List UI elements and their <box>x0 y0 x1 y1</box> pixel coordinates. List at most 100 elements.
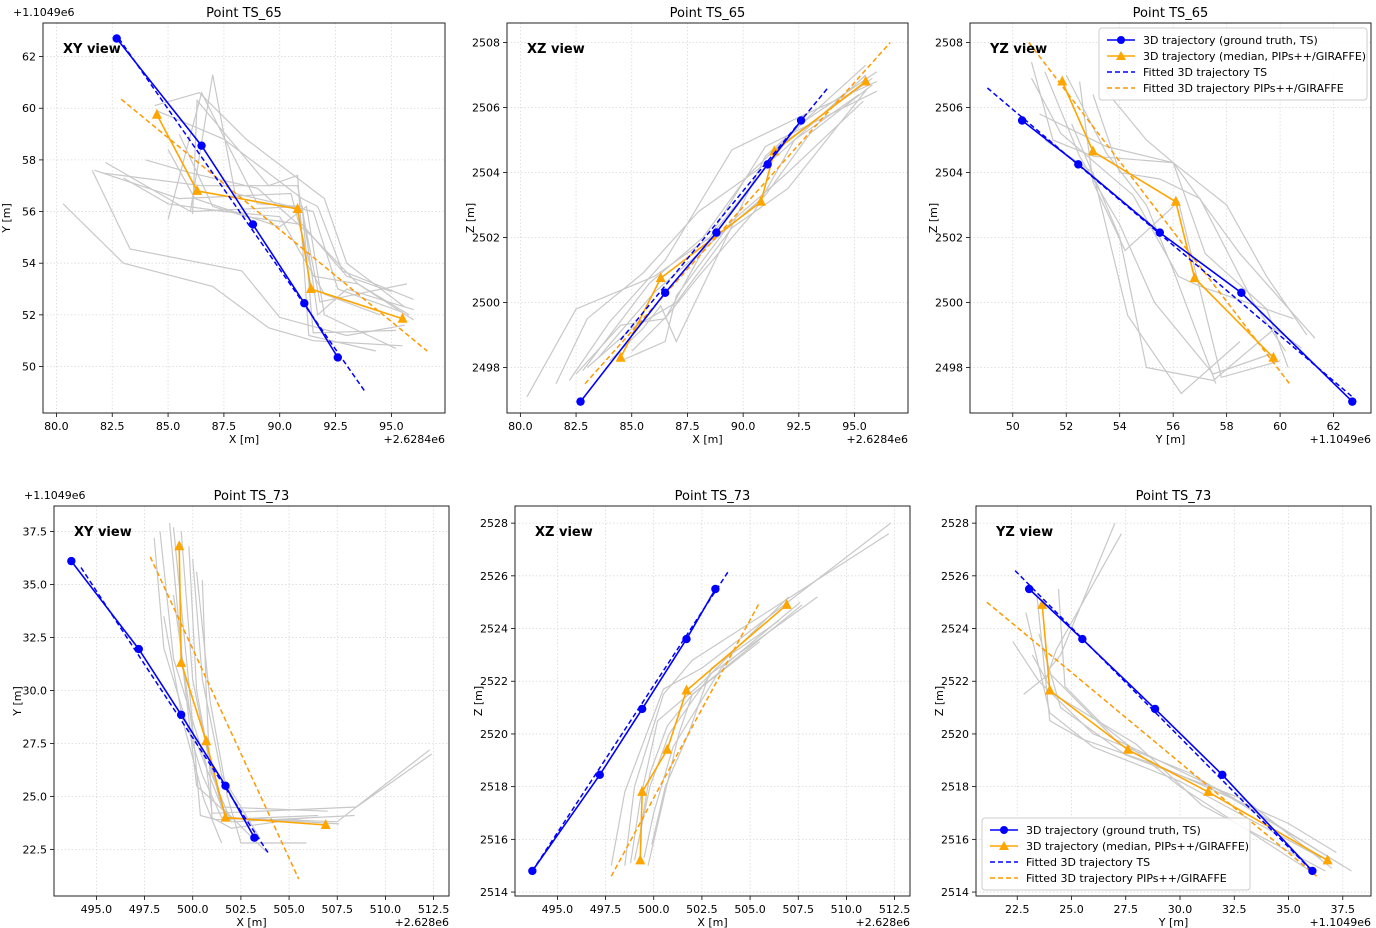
fitted-ts-line <box>80 567 269 853</box>
ground-truth-point-marker <box>1078 634 1087 644</box>
median-point-marker <box>635 854 646 865</box>
median-point-marker <box>192 184 203 195</box>
sample-trajectory-line <box>153 537 431 823</box>
x-tick-label: 95.0 <box>842 420 867 433</box>
legend-label: 3D trajectory (ground truth, TS) <box>1026 824 1201 837</box>
view-label: YZ view <box>989 42 1047 57</box>
x-tick-label: 60 <box>1273 420 1287 433</box>
x-tick-label: 505.0 <box>734 903 766 916</box>
sample-trajectory-line <box>196 571 307 844</box>
view-label: XY view <box>74 525 132 540</box>
median-point-marker <box>781 598 792 609</box>
x-offset-label: +2.6284e6 <box>384 433 445 446</box>
y-tick-label: 2522 <box>480 675 508 688</box>
median-point-marker <box>306 283 316 294</box>
legend-box <box>981 817 1251 891</box>
median-point-marker <box>1203 785 1214 796</box>
x-tick-label: 87.5 <box>212 420 237 433</box>
ground-truth-point-marker <box>763 160 772 169</box>
sample-trajectory-line <box>555 74 867 384</box>
ground-truth-point-marker <box>221 781 230 790</box>
ground-truth-point-marker <box>67 556 76 566</box>
y-offset-label: +1.1049e6 <box>13 6 74 19</box>
y-tick-label: 2514 <box>480 886 508 899</box>
sample-trajectory-line <box>633 596 818 861</box>
x-tick-label: 505.0 <box>273 903 305 916</box>
sample-trajectory-line <box>651 620 780 845</box>
legend-circle-marker <box>1000 826 1008 834</box>
median-point-marker <box>201 735 212 746</box>
x-tick-label: 90.0 <box>731 420 756 433</box>
y-tick-label: 22.5 <box>23 843 48 856</box>
ground-truth-point-marker <box>248 220 258 229</box>
sample-trajectory-line <box>1057 588 1311 872</box>
view-label: XY view <box>63 42 121 57</box>
ground-truth-point-marker <box>712 228 721 237</box>
ground-truth-point-marker <box>711 584 720 594</box>
sample-trajectory-line <box>1044 533 1122 682</box>
x-tick-label: 82.5 <box>564 420 589 433</box>
median-point-marker <box>755 195 766 206</box>
y-tick-label: 52 <box>22 309 36 322</box>
y-offset-label: +1.1049e6 <box>24 489 85 502</box>
y-tick-label: 2516 <box>941 833 969 846</box>
sample-trajectory-line <box>624 533 890 866</box>
y-tick-label: 2498 <box>935 362 963 375</box>
ground-truth-point-marker <box>134 644 143 654</box>
subplot-2: 80.0 82.5 85.0 87.5 90.0 92.5 95.0 2498 2500 2502… <box>464 6 909 446</box>
x-tick-label: 80.0 <box>508 420 533 433</box>
median-point-marker <box>662 743 673 754</box>
y-axis-label: Z [m] <box>472 686 485 716</box>
x-axis-label: Y [m] <box>1158 916 1189 928</box>
ground-truth-point-marker <box>1348 397 1357 406</box>
legend-triangle-marker <box>1116 51 1126 60</box>
x-tick-label: 507.5 <box>782 903 814 916</box>
x-tick-label: 497.5 <box>590 903 622 916</box>
y-tick-label: 2504 <box>935 167 963 180</box>
y-tick-label: 2526 <box>941 570 969 583</box>
x-tick-label: 58 <box>1220 420 1234 433</box>
ground-truth-point-marker <box>112 34 121 43</box>
y-axis-label: Y [m] <box>0 203 13 234</box>
legend: 3D trajectory (ground truth, TS) 3D traje… <box>1098 27 1368 101</box>
fitted-ts-line <box>620 87 829 341</box>
ground-truth-point-marker <box>1218 770 1227 779</box>
y-tick-label: 2516 <box>480 833 508 846</box>
median-trajectory-line <box>639 604 788 861</box>
axes-frame <box>969 22 1372 414</box>
y-axis-label: Z [m] <box>933 686 946 716</box>
sample-trajectory-line <box>156 110 414 300</box>
sample-trajectory-line <box>1044 71 1270 375</box>
y-tick-label: 62 <box>22 51 36 64</box>
sample-trajectory-line <box>101 172 408 303</box>
median-point-marker <box>681 684 692 695</box>
x-tick-label: 35.0 <box>1276 903 1301 916</box>
subplot-1: 80.0 82.5 85.0 87.5 90.0 92.5 95.0 50 52 54 56 58 60… <box>0 6 446 446</box>
sample-trajectory-line <box>169 522 340 825</box>
sample-trajectory-line <box>192 98 376 352</box>
y-tick-label: 56 <box>22 206 36 219</box>
sample-trajectory-line <box>620 100 864 362</box>
y-tick-label: 2500 <box>935 297 963 310</box>
median-point-marker <box>1170 195 1181 206</box>
plot-area <box>986 42 1357 406</box>
median-point-marker <box>1322 854 1333 865</box>
sample-trajectory-line <box>609 64 867 362</box>
sample-trajectory-line <box>637 641 761 845</box>
legend-label: 3D trajectory (ground truth, TS) <box>1143 34 1318 47</box>
legend-label: Fitted 3D trajectory PIPs++/GIRAFFE <box>1143 82 1344 95</box>
sample-trajectory-line <box>1036 594 1337 854</box>
sample-trajectory-line <box>167 91 396 334</box>
legend-box <box>1098 27 1368 101</box>
ground-truth-line <box>116 38 339 358</box>
median-point-marker <box>220 811 231 822</box>
x-tick-label: 500.0 <box>177 903 209 916</box>
median-point-marker <box>655 272 666 283</box>
fitted-ts-line <box>1014 570 1316 875</box>
sample-trajectory-line <box>105 161 414 317</box>
ground-truth-line <box>1021 119 1353 403</box>
sample-trajectory-line <box>1044 139 1241 395</box>
median-trajectory-line <box>178 546 326 826</box>
plot-area <box>62 34 428 392</box>
